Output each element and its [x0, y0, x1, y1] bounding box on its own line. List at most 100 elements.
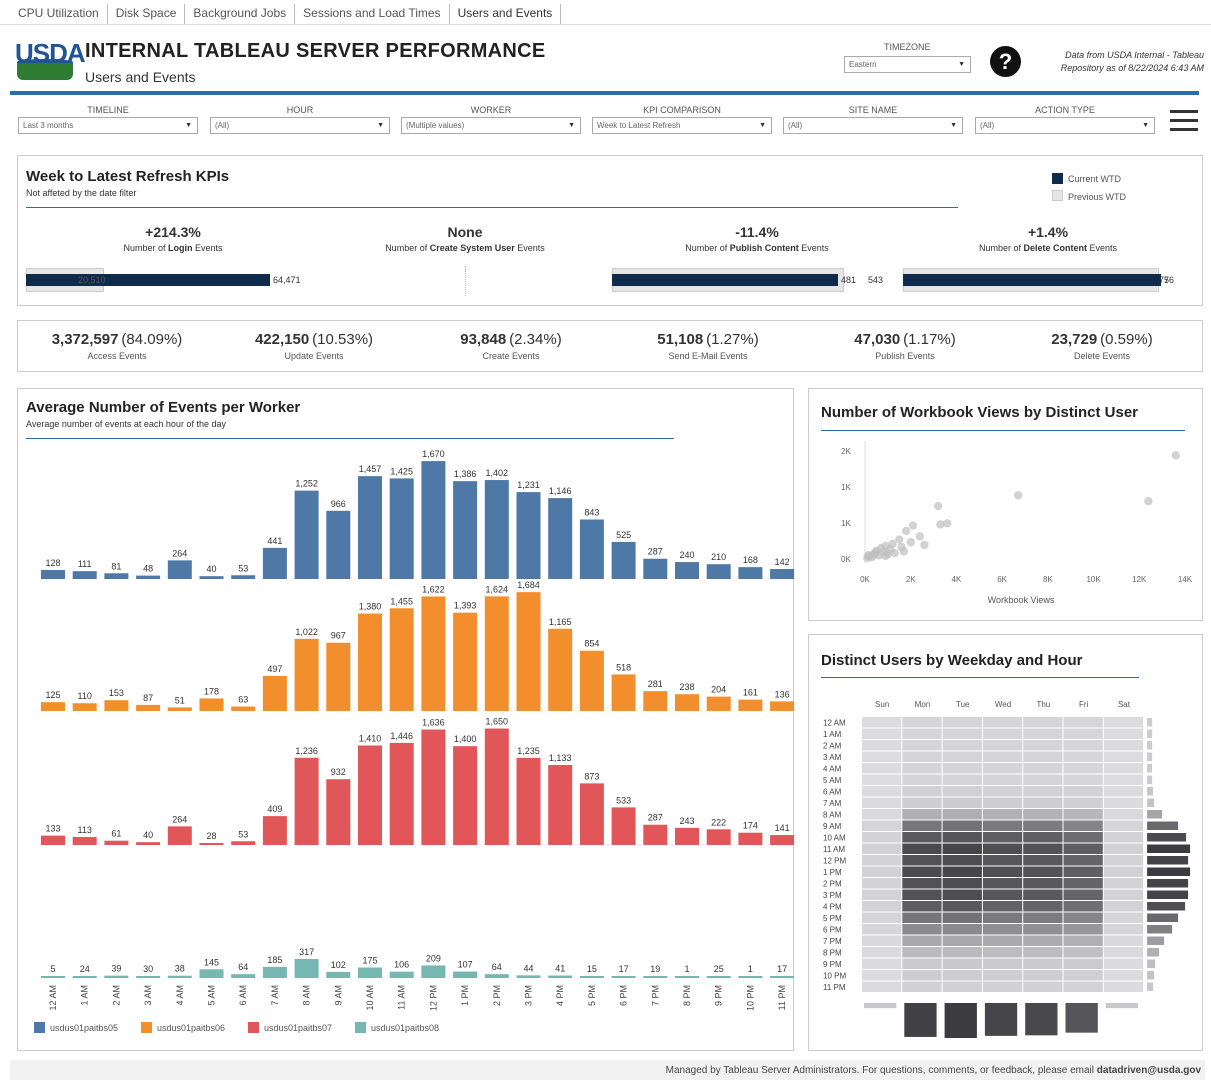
heatmap-cell[interactable] — [1103, 970, 1144, 981]
heatmap-cell[interactable] — [982, 866, 1023, 878]
bar-usdus01paitbs07-12pm[interactable] — [421, 729, 446, 845]
heatmap-cell[interactable] — [902, 935, 942, 947]
bar-usdus01paitbs06-10pm[interactable] — [738, 699, 763, 711]
heatmap-cell[interactable] — [902, 843, 942, 855]
bar-usdus01paitbs05-2am[interactable] — [104, 573, 129, 579]
bar-usdus01paitbs08-10pm[interactable] — [738, 976, 763, 978]
heatmap-cell[interactable] — [1063, 728, 1103, 740]
bar-usdus01paitbs06-8pm[interactable] — [675, 694, 699, 711]
bar-usdus01paitbs08-11pm[interactable] — [770, 976, 795, 978]
heatmap-cell[interactable] — [982, 774, 1023, 786]
bar-usdus01paitbs06-6am[interactable] — [231, 706, 256, 711]
heatmap-cell[interactable] — [1023, 843, 1063, 855]
heatmap-cell[interactable] — [942, 912, 982, 924]
heatmap-cell[interactable] — [1063, 981, 1103, 993]
scatter-point[interactable] — [890, 548, 899, 558]
heatmap-cell[interactable] — [1063, 820, 1103, 832]
heatmap-cell[interactable] — [1103, 728, 1144, 740]
heatmap-cell[interactable] — [942, 797, 982, 809]
bar-usdus01paitbs08-1am[interactable] — [72, 976, 97, 978]
heatmap-cell[interactable] — [1023, 855, 1063, 866]
hour-total-bar[interactable] — [1147, 890, 1189, 900]
scatter-point[interactable] — [1171, 451, 1181, 460]
bar-usdus01paitbs05-12pm[interactable] — [421, 461, 446, 579]
heatmap-cell[interactable] — [902, 970, 942, 981]
hour-total-bar[interactable] — [1147, 798, 1155, 808]
heatmap-cell[interactable] — [1063, 970, 1103, 981]
tab-background-jobs[interactable]: Background Jobs — [185, 4, 296, 24]
bar-usdus01paitbs07-11pm[interactable] — [770, 835, 795, 845]
hour-total-bar[interactable] — [1147, 752, 1153, 762]
heatmap-cell[interactable] — [942, 935, 982, 947]
bar-usdus01paitbs06-12am[interactable] — [41, 702, 65, 711]
heatmap-cell[interactable] — [1063, 855, 1103, 866]
heatmap-cell[interactable] — [902, 728, 942, 740]
bar-usdus01paitbs06-1pm[interactable] — [453, 612, 478, 711]
bar-usdus01paitbs08-8am[interactable] — [294, 958, 319, 978]
heatmap-cell[interactable] — [902, 878, 942, 889]
heatmap-cell[interactable] — [862, 717, 902, 728]
hour-total-bar[interactable] — [1147, 959, 1156, 969]
heatmap-cell[interactable] — [902, 901, 942, 912]
heatmap-cell[interactable] — [942, 774, 982, 786]
bar-usdus01paitbs07-3pm[interactable] — [516, 757, 541, 845]
bar-usdus01paitbs07-11am[interactable] — [389, 742, 414, 845]
bar-usdus01paitbs06-7pm[interactable] — [643, 691, 668, 711]
heatmap-cell[interactable] — [902, 947, 942, 958]
heatmap-cell[interactable] — [1023, 981, 1063, 993]
bar-usdus01paitbs06-4am[interactable] — [167, 707, 192, 711]
scatter-point[interactable] — [899, 547, 909, 556]
hour-total-bar[interactable] — [1147, 833, 1187, 842]
bar-usdus01paitbs07-3am[interactable] — [136, 842, 161, 845]
timezone-select[interactable]: Eastern ▼ — [844, 56, 971, 73]
heatmap-cell[interactable] — [1023, 763, 1063, 774]
heatmap-cell[interactable] — [942, 740, 982, 751]
heatmap-cell[interactable] — [982, 751, 1023, 763]
tab-disk-space[interactable]: Disk Space — [108, 4, 186, 24]
bar-usdus01paitbs05-4pm[interactable] — [548, 498, 573, 579]
heatmap-cell[interactable] — [1023, 832, 1063, 843]
heatmap-cell[interactable] — [1063, 774, 1103, 786]
bar-usdus01paitbs06-11am[interactable] — [389, 608, 414, 711]
bar-usdus01paitbs05-11pm[interactable] — [770, 568, 795, 579]
heatmap-cell[interactable] — [1063, 809, 1103, 820]
heatmap-cell[interactable] — [942, 717, 982, 728]
heatmap-cell[interactable] — [1023, 809, 1063, 820]
scatter-point[interactable] — [895, 535, 904, 544]
bar-usdus01paitbs05-12am[interactable] — [41, 569, 65, 579]
heatmap-cell[interactable] — [1023, 935, 1063, 947]
heatmap-cell[interactable] — [862, 855, 902, 866]
heatmap-cell[interactable] — [1063, 924, 1103, 935]
bar-usdus01paitbs07-6am[interactable] — [231, 841, 256, 845]
heatmap-cell[interactable] — [942, 901, 982, 912]
bar-usdus01paitbs06-2pm[interactable] — [484, 596, 509, 711]
heatmap-cell[interactable] — [1103, 832, 1144, 843]
heatmap-cell[interactable] — [1103, 901, 1144, 912]
scatter-point[interactable] — [1144, 497, 1153, 506]
heatmap-cell[interactable] — [862, 981, 902, 993]
heatmap-cell[interactable] — [862, 947, 902, 958]
bar-usdus01paitbs08-6pm[interactable] — [611, 976, 636, 978]
heatmap-cell[interactable] — [1023, 878, 1063, 889]
heatmap-cell[interactable] — [942, 809, 982, 820]
heatmap-cell[interactable] — [942, 820, 982, 832]
bar-usdus01paitbs05-3am[interactable] — [136, 575, 161, 579]
hour-total-bar[interactable] — [1147, 821, 1179, 831]
heatmap-cell[interactable] — [1023, 924, 1063, 935]
heatmap-cell[interactable] — [902, 924, 942, 935]
heatmap-cell[interactable] — [1103, 797, 1144, 809]
scatter-point[interactable] — [908, 521, 918, 530]
bar-usdus01paitbs06-9am[interactable] — [326, 642, 351, 711]
heatmap-cell[interactable] — [1103, 809, 1144, 820]
heatmap-cell[interactable] — [942, 878, 982, 889]
heatmap-cell[interactable] — [902, 855, 942, 866]
heatmap-cell[interactable] — [1023, 947, 1063, 958]
scatter-point[interactable] — [906, 538, 915, 547]
bar-usdus01paitbs05-9am[interactable] — [326, 510, 351, 579]
hour-total-bar[interactable] — [1147, 913, 1179, 923]
heatmap-cell[interactable] — [1063, 878, 1103, 889]
weekday-total-bar[interactable] — [1065, 1003, 1098, 1033]
heatmap-cell[interactable] — [902, 889, 942, 901]
heatmap-cell[interactable] — [1063, 832, 1103, 843]
heatmap-cell[interactable] — [862, 763, 902, 774]
